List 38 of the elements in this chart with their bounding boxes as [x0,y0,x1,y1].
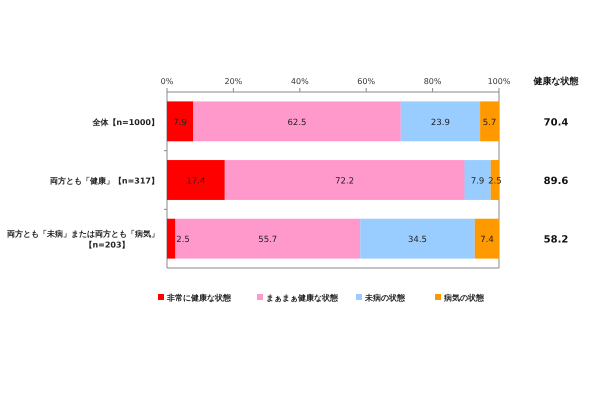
y-tick-label: 全体【n=1000】 [91,118,159,127]
bar [193,101,401,142]
bar [400,101,480,142]
legend-label: 未病の状態 [364,294,406,302]
y-tick-label: 両方とも「健康」【n=317】 [50,176,159,186]
data-label: 7.9 [173,118,187,128]
bar [167,218,176,259]
bar [480,101,499,142]
data-label: 17.4 [186,176,206,186]
data-label: 55.7 [258,235,278,246]
x-tick-label: 0% [160,77,174,86]
y-tick-label: 両方とも「未病」または両方とも「病気」【n=203】 [7,228,159,250]
data-label: 23.9 [430,118,450,128]
x-tick-label: 20% [224,77,243,86]
bar [360,218,475,259]
bar [167,101,194,142]
x-tick-label: 80% [424,77,442,86]
x-tick-label: 40% [290,77,310,86]
data-label: 5.7 [482,118,496,128]
data-label: 2.5 [176,235,190,246]
x-tick-label: 60% [357,77,376,86]
legend-label: 非常に健康な状態 [166,292,232,302]
data-label: 72.2 [335,176,354,186]
data-label: 7.4 [480,235,494,246]
text: 70.4 [544,117,568,128]
data-label: 34.5 [408,235,427,246]
bar [474,218,500,259]
data-label: 62.5 [288,118,306,128]
text: 89.6 [544,176,568,187]
data-label: 7.9 [470,176,484,186]
bar [175,218,360,259]
text: 健康な状態 [532,76,580,87]
bar [224,160,464,200]
bar [167,160,225,200]
legend-label: 病気の状態 [443,294,485,302]
x-tick-label: 100% [488,77,511,86]
text: 58.2 [544,234,568,246]
legend-label: まぁまぁ健康な状態 [266,292,339,302]
